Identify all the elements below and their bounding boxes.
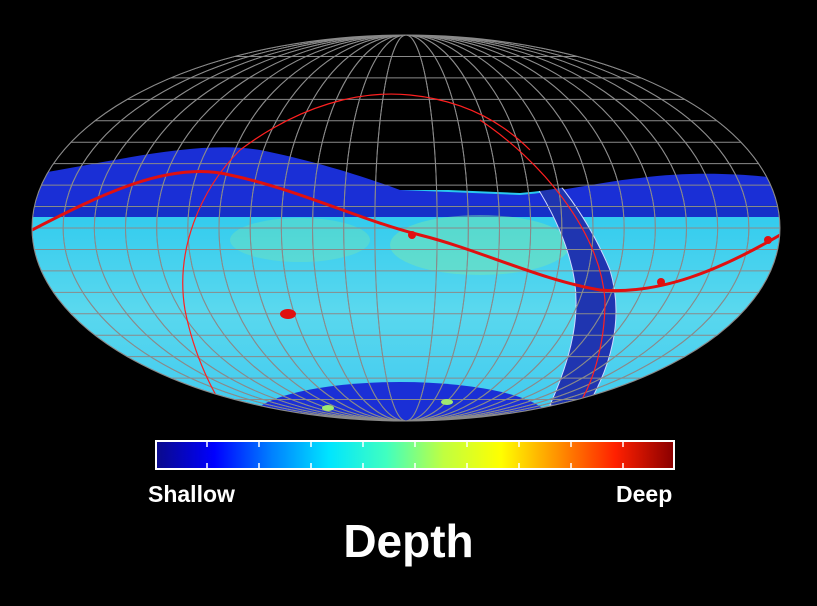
- colorbar-ticks: [206, 440, 624, 470]
- colorbar-high-label: Deep: [616, 481, 673, 507]
- galactic-plane-line: [239, 93, 531, 151]
- graticule: [32, 35, 780, 421]
- south-patch: [441, 399, 453, 405]
- ecliptic-marker: [408, 231, 416, 239]
- ecliptic-marker: [764, 236, 772, 244]
- sky-map: [31, 34, 781, 422]
- colorbar-low-label: Shallow: [148, 481, 235, 507]
- south-patch: [322, 405, 334, 411]
- galactic-plane-line: [182, 149, 241, 411]
- ecliptic-marker: [657, 278, 665, 286]
- colorbar-title: Depth: [343, 515, 474, 567]
- map-outline: [31, 34, 781, 422]
- deep-spot: [280, 309, 296, 319]
- galactic-plane-line: [479, 119, 606, 411]
- deep-patch: [390, 215, 570, 275]
- shallow-band-north: [32, 147, 780, 215]
- deep-patch: [230, 218, 370, 262]
- ecliptic-line: [32, 170, 780, 293]
